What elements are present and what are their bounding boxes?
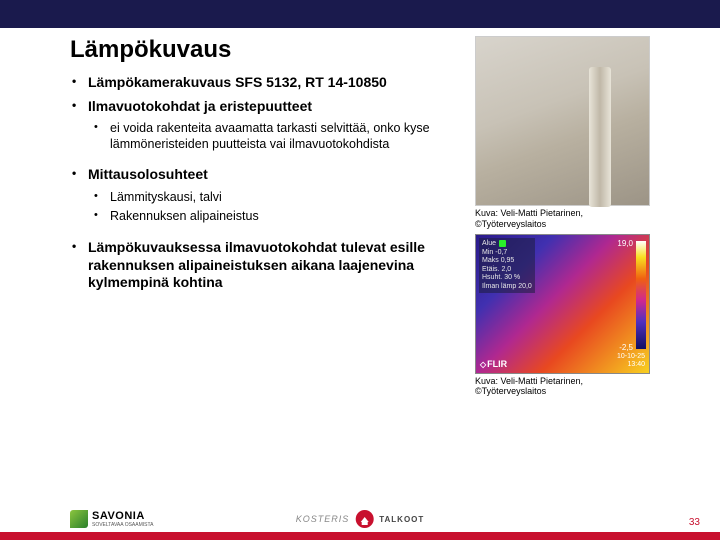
bullet-list: Lämpökuvauksessa ilmavuotokohdat tulevat… — [70, 239, 463, 292]
color-scale — [636, 241, 646, 349]
left-column: Lämpökuvaus Lämpökamerakuvaus SFS 5132, … — [70, 36, 463, 397]
hud-label: Alue — [482, 240, 496, 248]
ts-date: 10-10-25 — [617, 353, 645, 360]
hud-label: Hsuht. — [482, 274, 502, 281]
timestamp: 10-10-25 13:40 — [617, 353, 645, 368]
hud-label: Ilman lämp — [482, 283, 516, 290]
right-column: Kuva: Veli-Matti Pietarinen, ©Työterveys… — [475, 36, 650, 397]
scale-min: -2,5 — [619, 343, 633, 352]
home-icon — [355, 510, 373, 528]
bullet-text: Lämpökamerakuvaus SFS 5132, RT 14-10850 — [88, 74, 387, 90]
bullet-text: Ilmavuotokohdat ja eristepuutteet — [88, 98, 312, 114]
top-bar — [0, 0, 720, 28]
caption-line: ©Työterveyslaitos — [475, 386, 546, 396]
bullet-item: Lämpökamerakuvaus SFS 5132, RT 14-10850 — [88, 74, 463, 92]
sub-bullet: ei voida rakenteita avaamatta tarkasti s… — [110, 121, 463, 152]
footer: SAVONIA SOVELTAVAA OSAAMISTA KOSTERIS TA… — [0, 502, 720, 540]
slide-content: Lämpökuvaus Lämpökamerakuvaus SFS 5132, … — [0, 28, 720, 397]
caption-line: ©Työterveyslaitos — [475, 219, 546, 229]
bullet-list: Mittausolosuhteet Lämmityskausi, talvi R… — [70, 166, 463, 225]
bullet-item: Ilmavuotokohdat ja eristepuutteet ei voi… — [88, 98, 463, 153]
hud-value: -0,7 — [495, 249, 507, 256]
bullet-text: Mittausolosuhteet — [88, 166, 208, 182]
hud-label: Maks — [482, 257, 499, 264]
hud-value: 0,95 — [501, 257, 515, 264]
hud-value: 20,0 — [518, 283, 532, 290]
savonia-subtitle: SOVELTAVAA OSAAMISTA — [92, 522, 154, 528]
savonia-logo: SAVONIA SOVELTAVAA OSAAMISTA — [70, 510, 154, 528]
red-bar — [0, 532, 720, 540]
thermal-image: Alue Min -0,7 Maks 0,95 Etäis. 2,0 Hsuht… — [475, 234, 650, 398]
hud-value: 30 % — [504, 274, 520, 281]
hud-value: 2,0 — [501, 266, 511, 273]
thermal-hud: Alue Min -0,7 Maks 0,95 Etäis. 2,0 Hsuht… — [479, 238, 535, 293]
center-logos: KOSTERIS TALKOOT — [296, 510, 425, 528]
savonia-text: SAVONIA — [92, 510, 154, 522]
bullet-list: Lämpökamerakuvaus SFS 5132, RT 14-10850 … — [70, 74, 463, 152]
flir-logo: FLIR — [480, 359, 507, 369]
bullet-item: Lämpökuvauksessa ilmavuotokohdat tulevat… — [88, 239, 463, 292]
caption: Kuva: Veli-Matti Pietarinen, ©Työterveys… — [475, 208, 650, 230]
caption-line: Kuva: Veli-Matti Pietarinen, — [475, 376, 583, 386]
ts-time: 13:40 — [627, 361, 645, 368]
caption-line: Kuva: Veli-Matti Pietarinen, — [475, 208, 583, 218]
page-title: Lämpökuvaus — [70, 36, 463, 64]
page-number: 33 — [689, 517, 700, 528]
hud-label: Etäis. — [482, 266, 500, 273]
sub-bullet: Lämmityskausi, talvi — [110, 190, 463, 206]
scale-max: 19,0 — [617, 239, 633, 248]
indicator-icon — [499, 240, 506, 247]
bullet-item: Mittausolosuhteet Lämmityskausi, talvi R… — [88, 166, 463, 225]
hud-label: Min — [482, 249, 493, 256]
talkoot-text: TALKOOT — [379, 515, 424, 524]
sub-bullet: Rakennuksen alipaineistus — [110, 209, 463, 225]
savonia-icon — [70, 510, 88, 528]
bullet-text: Lämpökuvauksessa ilmavuotokohdat tulevat… — [88, 239, 425, 290]
photo-pipe: Kuva: Veli-Matti Pietarinen, ©Työterveys… — [475, 36, 650, 230]
caption: Kuva: Veli-Matti Pietarinen, ©Työterveys… — [475, 376, 650, 398]
kosteris-logo: KOSTERIS — [296, 514, 350, 524]
